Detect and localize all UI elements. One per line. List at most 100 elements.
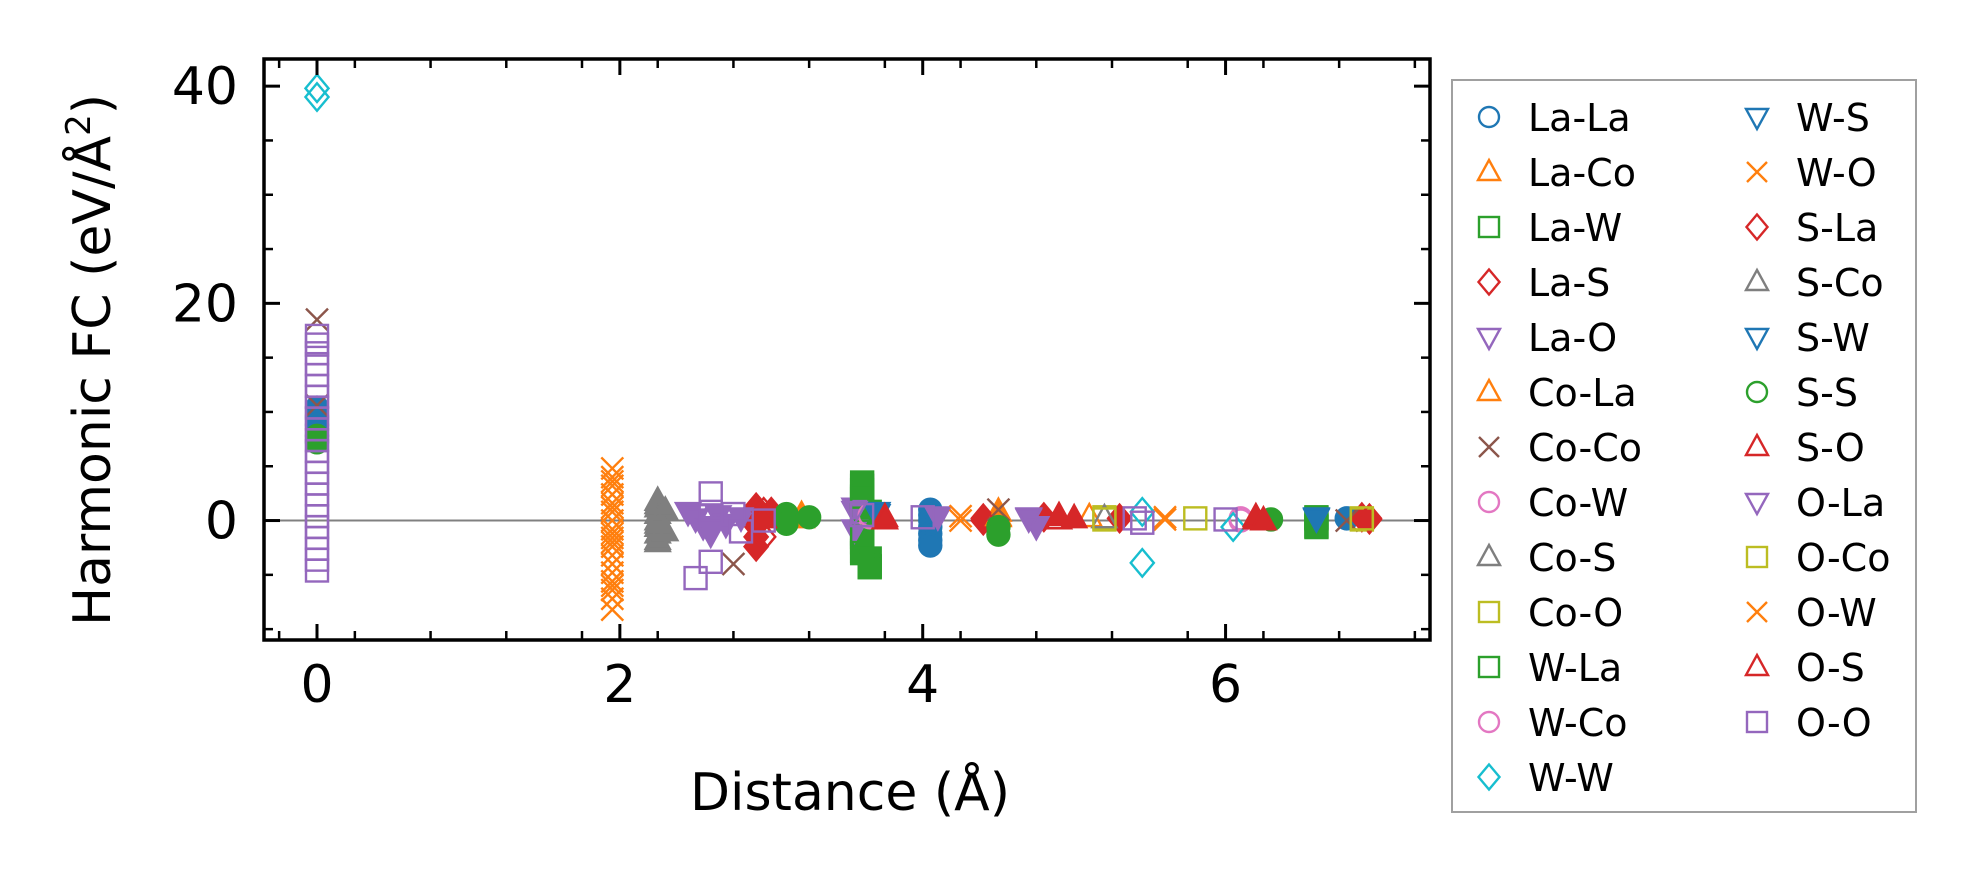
data-point <box>1075 501 1104 528</box>
legend-item-s-co: S-Co <box>1743 261 1884 305</box>
y-axis-label: Harmonic FC (eV/Å2) <box>59 94 123 626</box>
data-point <box>600 473 625 498</box>
data-point <box>721 552 746 576</box>
axes: 0 2 4 6 0 20 40 <box>172 57 1432 715</box>
legend-item-la-s: La-S <box>1476 261 1610 305</box>
legend-label: O-S <box>1796 646 1865 690</box>
series-o-s <box>870 501 1270 530</box>
legend-item-w-s: W-S <box>1743 96 1870 140</box>
data-point <box>600 569 625 594</box>
data-point <box>1153 505 1177 530</box>
x-axis-label: Distance (Å) <box>690 761 1010 823</box>
data-point <box>1302 508 1331 535</box>
data-point <box>749 502 778 529</box>
legend-item-s-o: S-O <box>1743 426 1865 470</box>
data-point <box>1014 508 1043 535</box>
legend-label: Co-S <box>1528 536 1616 580</box>
legend-label: O-La <box>1796 481 1885 525</box>
data-point <box>870 501 899 528</box>
legend-marker <box>1476 267 1502 297</box>
data-point <box>304 558 330 583</box>
series-co-co <box>305 307 1359 576</box>
legend-label: La-Co <box>1528 151 1636 195</box>
data-point <box>600 552 625 576</box>
legend-marker <box>1743 267 1771 292</box>
legend-label: O-O <box>1796 701 1872 745</box>
data-point <box>600 578 625 602</box>
data-point <box>1213 507 1238 532</box>
legend-marker <box>1477 710 1501 734</box>
legend-item-s-s: S-S <box>1745 371 1858 415</box>
legend-marker <box>1743 432 1771 457</box>
legend-marker <box>1744 212 1770 242</box>
y-axis-label-main: Harmonic FC (eV/Å <box>61 135 123 626</box>
data-point <box>600 526 625 550</box>
data-point <box>857 555 882 580</box>
data-point <box>1183 506 1208 531</box>
data-point <box>849 540 875 566</box>
legend: La-La La-Co La-W La-S La-O Co-La Co-Co Co-W Co-S… <box>1451 79 1917 813</box>
data-point <box>857 553 882 579</box>
data-point <box>303 81 331 113</box>
series-o-o <box>304 323 1238 591</box>
data-point <box>1090 502 1119 529</box>
legend-label: S-La <box>1796 206 1878 250</box>
legend-item-la-w: La-W <box>1477 206 1622 250</box>
legend-label: W-O <box>1796 151 1877 195</box>
data-point <box>796 505 822 530</box>
legend-marker <box>1477 105 1501 129</box>
series-o-w <box>600 469 1177 598</box>
data-point <box>923 506 952 532</box>
legend-item-o-la: O-La <box>1743 481 1885 525</box>
legend-label: La-W <box>1528 206 1622 250</box>
legend-label: Co-Co <box>1528 426 1642 470</box>
series-o-co <box>1092 506 1375 532</box>
legend-item-o-o: O-O <box>1745 701 1872 745</box>
series-w-o <box>600 456 1177 622</box>
data-point <box>774 511 799 536</box>
data-point <box>1106 502 1133 534</box>
data-point <box>600 597 625 622</box>
y-tick-label: 40 <box>172 57 238 117</box>
legend-item-w-la: W-La <box>1477 646 1622 690</box>
data-point <box>948 504 973 529</box>
x-tick-label: 2 <box>603 655 636 715</box>
data-point <box>600 491 625 516</box>
data-point <box>1349 506 1375 531</box>
legend-label: S-W <box>1796 316 1870 360</box>
legend-item-o-co: O-Co <box>1745 536 1890 580</box>
data-point <box>600 495 625 520</box>
legend-marker <box>1745 710 1769 734</box>
series-o-la <box>681 500 1043 545</box>
data-marks <box>264 72 1430 622</box>
legend-item-w-co: W-Co <box>1477 701 1628 745</box>
data-point <box>1153 507 1177 532</box>
series-w-w <box>303 72 1247 579</box>
legend-marker <box>1743 327 1771 352</box>
legend-label: W-Co <box>1528 701 1628 745</box>
legend-marker <box>1475 157 1503 182</box>
data-point <box>970 504 997 537</box>
data-point <box>986 522 1011 547</box>
data-point <box>1122 506 1147 531</box>
legend-label: O-W <box>1796 591 1877 635</box>
plot-frame <box>262 57 1432 642</box>
data-point <box>1092 507 1117 532</box>
legend-label: La-S <box>1528 261 1610 305</box>
legend-item-co-w: Co-W <box>1477 481 1628 525</box>
y-tick-label: 20 <box>172 274 238 334</box>
legend-marker <box>1746 601 1768 623</box>
legend-label: La-La <box>1528 96 1631 140</box>
legend-label: W-S <box>1796 96 1870 140</box>
y-axis-label-superscript: 2 <box>59 114 99 136</box>
legend-marker <box>1745 380 1769 404</box>
legend-item-co-co: Co-Co <box>1478 426 1642 470</box>
legend-item-o-w: O-W <box>1746 591 1877 635</box>
data-point <box>840 500 869 527</box>
legend-item-s-la: S-La <box>1744 206 1878 250</box>
y-tick-label: 0 <box>205 492 238 552</box>
data-point <box>696 519 725 545</box>
legend-marker <box>1475 377 1503 402</box>
data-point <box>600 521 625 546</box>
